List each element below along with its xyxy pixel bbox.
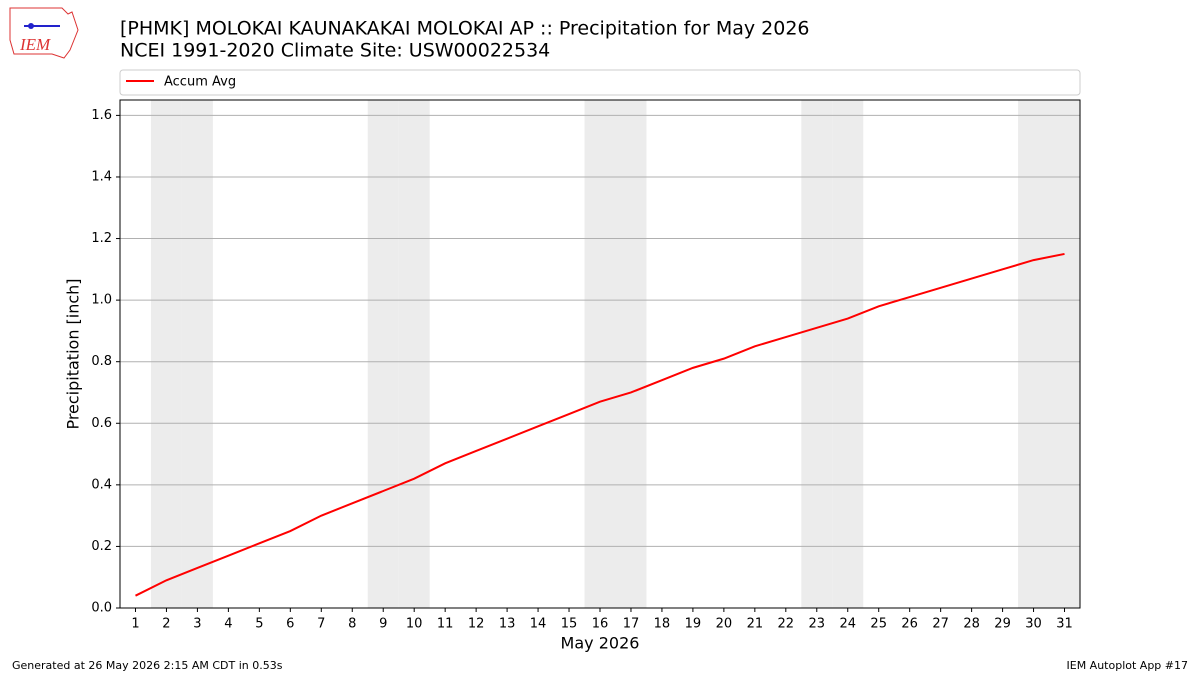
logo-outline [9, 7, 79, 59]
weekend-band [150, 100, 182, 608]
weekend-band [584, 100, 616, 608]
x-tick-label: 5 [255, 617, 263, 632]
x-tick-label: 21 [747, 617, 764, 632]
x-tick-label: 30 [1025, 617, 1042, 632]
x-tick-label: 23 [809, 617, 826, 632]
x-tick-label: 22 [778, 617, 795, 632]
chart-subtitle: NCEI 1991-2020 Climate Site: USW00022534 [120, 40, 550, 62]
weekend-band [801, 100, 833, 608]
y-tick-label: 0.2 [91, 539, 112, 554]
footer-right: IEM Autoplot App #17 [1067, 659, 1189, 672]
y-tick-label: 1.2 [91, 231, 112, 246]
legend-box [119, 69, 1081, 96]
x-tick-label: 18 [654, 617, 671, 632]
y-tick-label: 0.4 [91, 477, 112, 492]
weekend-band [1018, 100, 1050, 608]
x-tick-label: 9 [379, 617, 387, 632]
x-tick-label: 16 [592, 617, 609, 632]
x-tick-label: 1 [131, 617, 139, 632]
x-tick-label: 8 [348, 617, 356, 632]
x-tick-label: 10 [406, 617, 423, 632]
x-tick-label: 7 [317, 617, 325, 632]
x-tick-label: 28 [963, 617, 980, 632]
x-tick-label: 3 [193, 617, 201, 632]
x-tick-label: 17 [623, 617, 640, 632]
y-tick-label: 1.4 [91, 169, 112, 184]
weekend-band [367, 100, 399, 608]
weekend-band [181, 100, 213, 608]
x-tick-label: 29 [994, 617, 1011, 632]
y-tick-label: 0.6 [91, 416, 112, 431]
x-axis-label: May 2026 [561, 634, 640, 653]
data-line [135, 252, 1065, 597]
x-tick-label: 25 [870, 617, 887, 632]
x-tick-label: 27 [932, 617, 949, 632]
x-tick-label: 6 [286, 617, 294, 632]
x-tick-label: 11 [437, 617, 454, 632]
x-tick-label: 2 [162, 617, 170, 632]
y-tick-label: 0.0 [91, 601, 112, 616]
weekend-band [615, 100, 647, 608]
x-tick-label: 13 [499, 617, 516, 632]
plot-frame [119, 99, 1081, 609]
x-tick-label: 19 [685, 617, 702, 632]
chart-title: [PHMK] MOLOKAI KAUNAKAKAI MOLOKAI AP :: … [120, 18, 810, 40]
x-tick-label: 26 [901, 617, 918, 632]
x-tick-label: 20 [716, 617, 733, 632]
logo-dot [28, 23, 34, 29]
x-tick-label: 12 [468, 617, 485, 632]
y-tick-label: 1.0 [91, 293, 112, 308]
x-tick-label: 15 [561, 617, 578, 632]
legend-label: Accum Avg [164, 75, 236, 90]
y-tick-label: 0.8 [91, 354, 112, 369]
footer-left: Generated at 26 May 2026 2:15 AM CDT in … [12, 659, 283, 672]
x-tick-label: 24 [839, 617, 856, 632]
weekend-band [1049, 100, 1080, 608]
weekend-band [832, 100, 864, 608]
y-tick-label: 1.6 [91, 108, 112, 123]
x-tick-label: 31 [1056, 617, 1073, 632]
weekend-band [398, 100, 430, 608]
y-axis-label: Precipitation [inch] [64, 278, 83, 429]
logo-text: IEM [19, 35, 51, 54]
logo: IEM [9, 7, 79, 59]
x-tick-label: 4 [224, 617, 232, 632]
x-tick-label: 14 [530, 617, 547, 632]
